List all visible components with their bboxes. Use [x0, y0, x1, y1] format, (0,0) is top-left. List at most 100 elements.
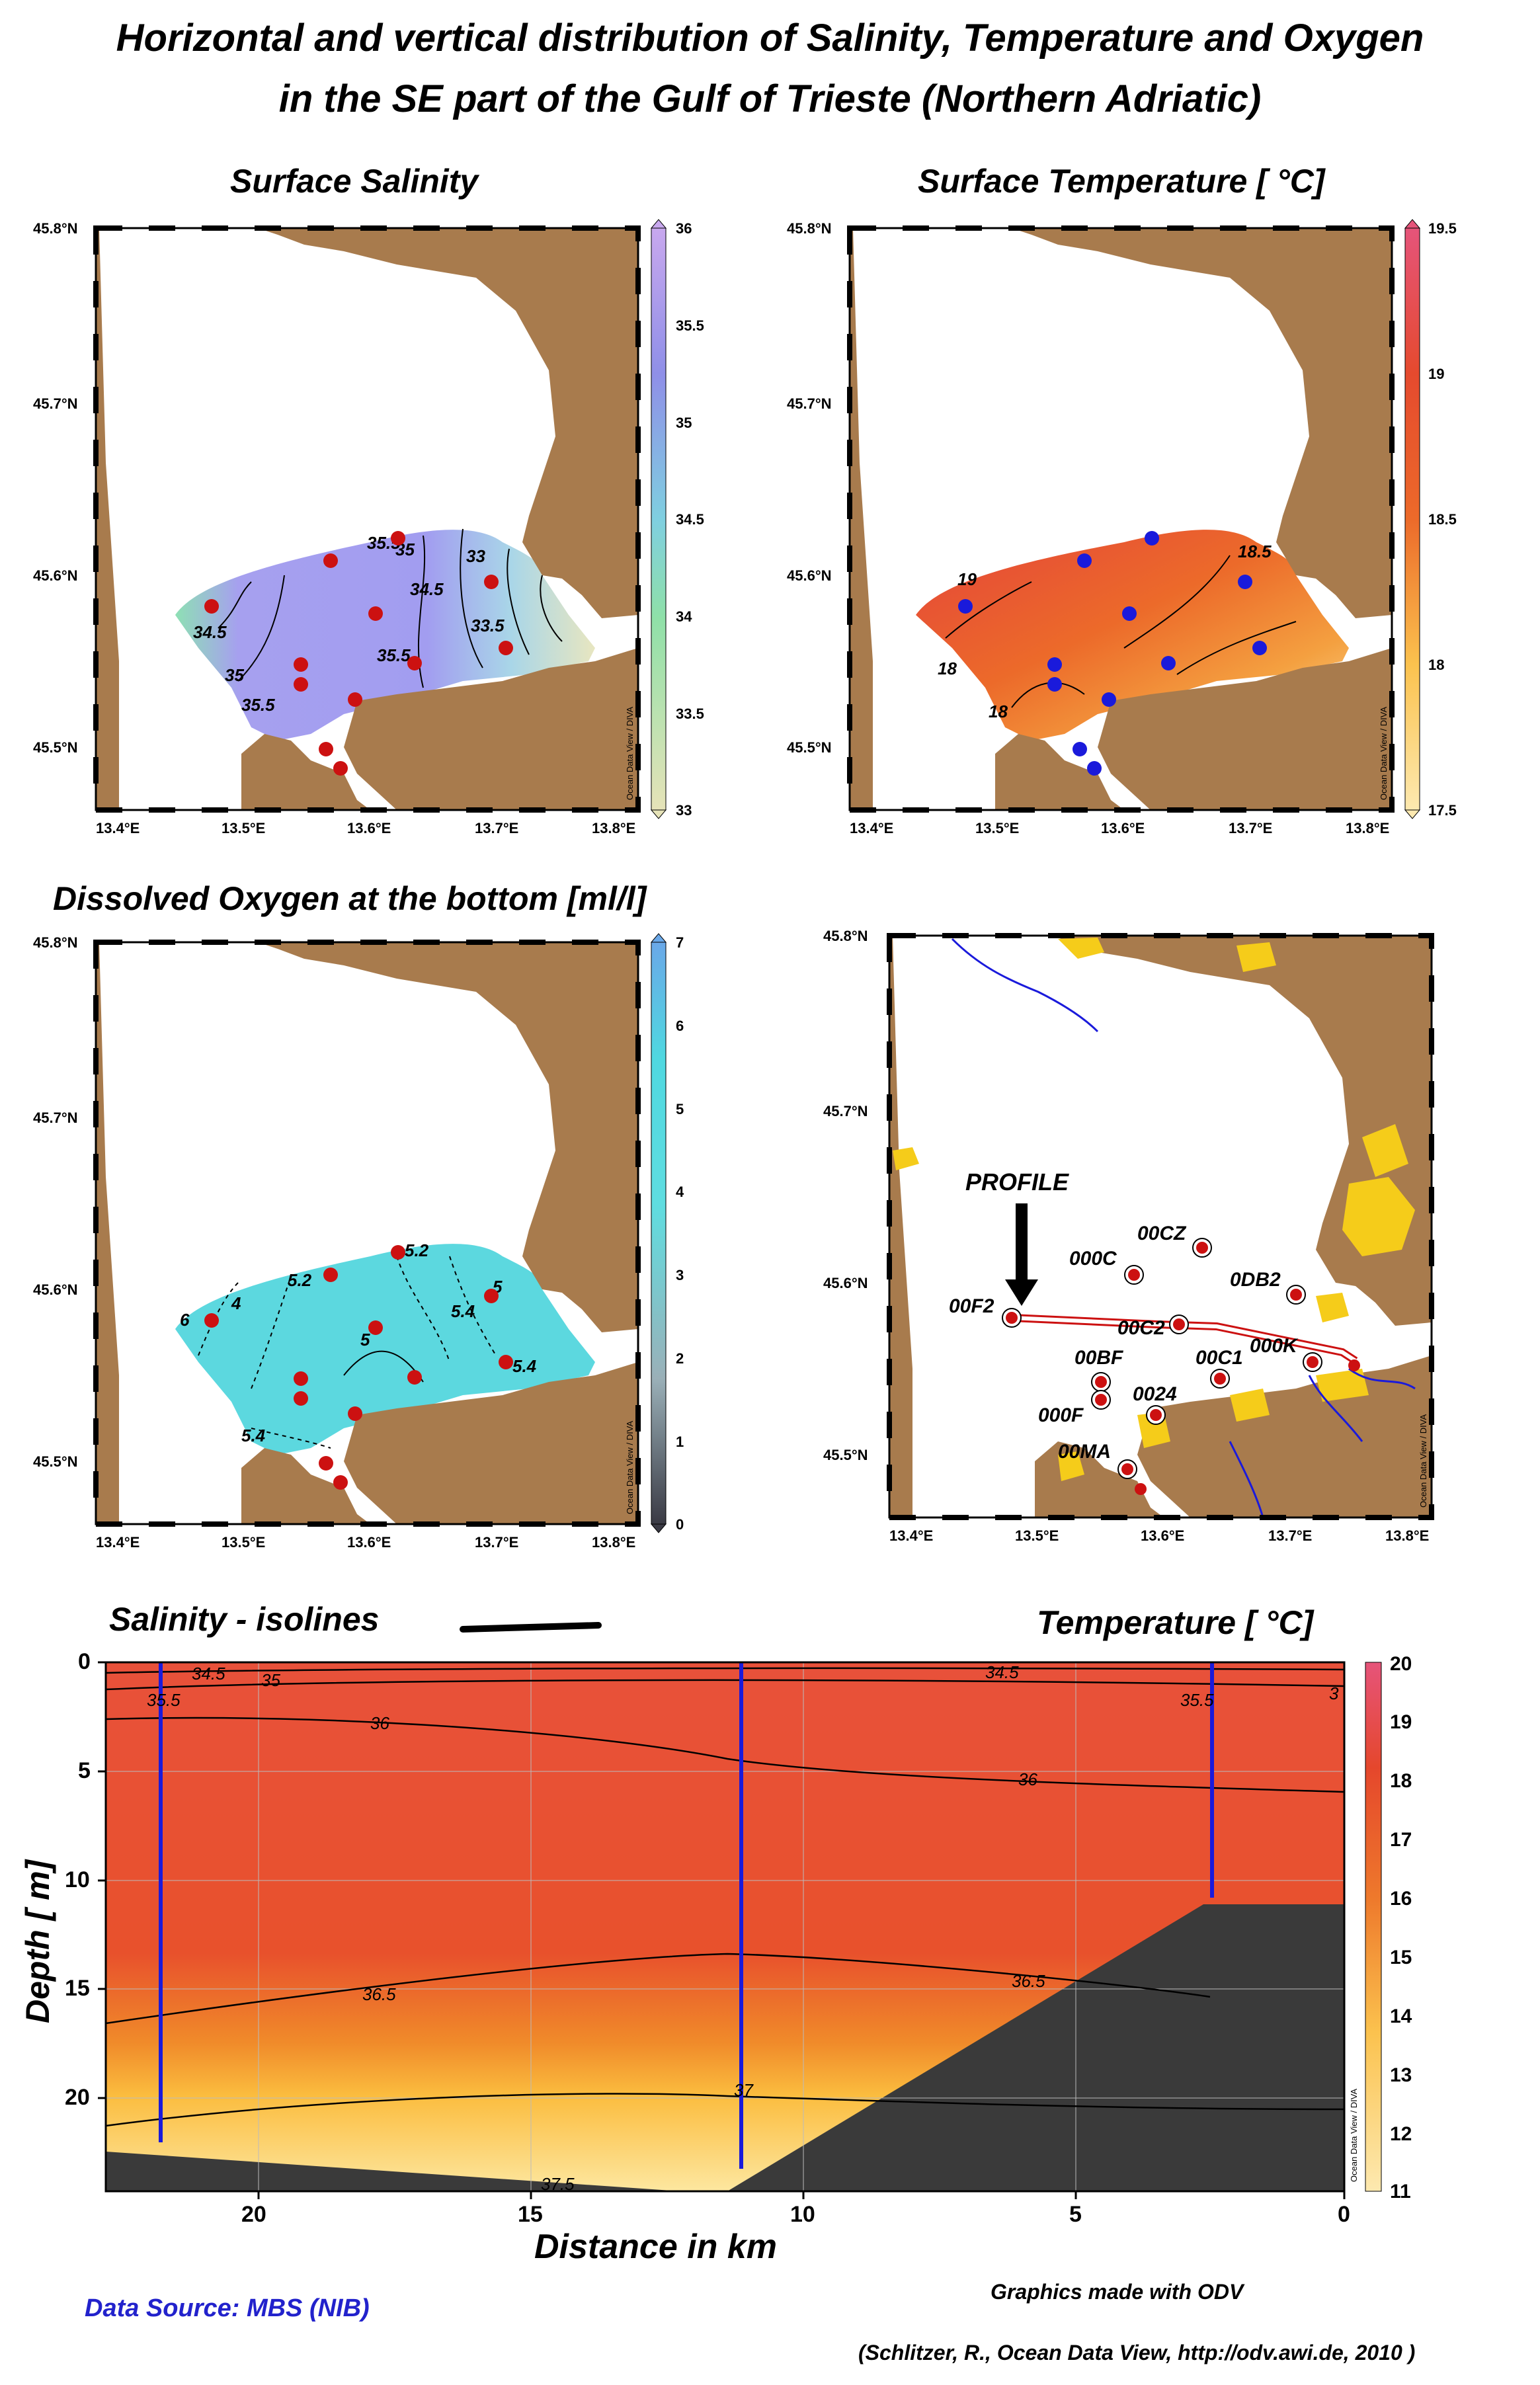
station-label: 00C2 [1117, 1317, 1165, 1339]
isoline-label: 36 [1018, 1769, 1037, 1789]
watermark: Ocean Data View / DIVA [1418, 1414, 1428, 1508]
odv-citation: (Schlitzer, R., Ocean Data View, http://… [858, 2341, 1416, 2365]
station-point [1047, 657, 1062, 672]
yellow-patch [1342, 1177, 1415, 1256]
isoline [106, 1667, 1344, 1674]
map-frame-ticks [93, 225, 641, 813]
section-x-tick: 5 [1069, 2202, 1082, 2227]
salinity-contour-label: 33 [466, 546, 485, 566]
colorbar-tick: 0 [676, 1516, 684, 1533]
oxygen-contour [251, 1275, 292, 1389]
lat-tick: 45.8°N [33, 220, 78, 237]
salinity-contour [460, 528, 483, 668]
yellow-patch [1236, 942, 1276, 972]
lon-tick: 13.6°E [1141, 1527, 1185, 1544]
oxygen-stations [204, 1245, 513, 1490]
station-label: 0DB2 [1230, 1269, 1281, 1291]
lon-tick: 13.8°E [1346, 820, 1390, 836]
station-point-extra [1135, 1483, 1147, 1495]
lon-tick: 13.8°E [592, 820, 636, 836]
colorbar-arrow-bottom [650, 1523, 667, 1533]
temperature-contour [1123, 555, 1231, 649]
lon-tick: 13.7°E [1268, 1527, 1313, 1544]
lat-tick: 45.6°N [33, 1281, 78, 1298]
page-title-line1: Horizontal and vertical distribution of … [116, 17, 1424, 60]
lat-tick: 45.5°N [787, 739, 832, 756]
colorbar-tick: 19 [1428, 366, 1445, 382]
colorbar-arrow-bottom [1404, 809, 1421, 819]
salinity-contour [540, 575, 563, 642]
river [1348, 1367, 1416, 1390]
colorbar-tick: 33.5 [676, 706, 704, 722]
oxygen-contour-label: 6 [180, 1310, 190, 1330]
isoline-label: 35 [261, 1670, 280, 1690]
land-northeast [1051, 936, 1432, 1326]
station-point [499, 1355, 513, 1369]
colorbar-scale [1404, 227, 1420, 811]
section-colorbar-tick: 18 [1390, 1770, 1412, 1792]
land-south-piran [241, 1448, 370, 1524]
colorbar-tick: 18.5 [1428, 511, 1457, 528]
lon-tick: 13.5°E [1015, 1527, 1059, 1544]
land-northeast [258, 228, 638, 618]
lon-tick: 13.5°E [222, 1534, 266, 1551]
section-colorbar-tick: 13 [1390, 2064, 1412, 2086]
temperature-contour-label: 18 [989, 702, 1008, 721]
lat-tick: 45.7°N [33, 1110, 78, 1126]
isoline-label: 35.5 [147, 1690, 181, 1710]
colorbar-tick: 33 [676, 802, 692, 819]
station-point [333, 1475, 348, 1490]
map-frame-ticks [847, 225, 1395, 813]
colorbar-tick: 1 [676, 1434, 684, 1450]
section-x-tick: 0 [1338, 2202, 1350, 2227]
section-plot: 34.5 35 35.5 36 36 36.5 36.5 37 37.5 34.… [98, 1661, 1382, 2199]
section-y-tick: 15 [65, 1976, 90, 2001]
colorbar-tick: 4 [676, 1184, 684, 1200]
station-point [499, 641, 513, 655]
section-colorbar-tick: 14 [1390, 2005, 1412, 2027]
profile-track-inner [1011, 1316, 1357, 1363]
temperature-contour [1011, 682, 1085, 708]
land-left [96, 228, 119, 810]
station-00C1 [1210, 1369, 1230, 1389]
stations-map: PROFILE 00CZ 000C 0DB2 00F2 00C2 000K 00… [887, 933, 1434, 1520]
oxygen-panel-title: Dissolved Oxygen at the bottom [ml/l] [53, 880, 647, 917]
station-labels: 00CZ 000C 0DB2 00F2 00C2 000K 00BF 00C1 … [949, 1223, 1299, 1463]
temperature-contour [945, 581, 1032, 639]
station-point [1122, 606, 1137, 621]
station-markers [1002, 1238, 1322, 1495]
profile-label: PROFILE [965, 1168, 1069, 1195]
salinity-contour [507, 548, 530, 655]
land-left [850, 228, 873, 810]
yellow-patch [893, 1147, 919, 1170]
land-south-piran [241, 734, 370, 810]
profile-arrow-head [1005, 1279, 1038, 1306]
isoline-label: 36 [370, 1713, 389, 1733]
station-point [1252, 641, 1267, 655]
land-northeast [258, 942, 638, 1332]
oxygen-contour-label: 5.4 [241, 1426, 266, 1445]
section-colorbar-tick: 15 [1390, 1947, 1412, 1968]
lat-tick: 45.8°N [787, 220, 832, 237]
station-point [1047, 677, 1062, 692]
section-colorbar-tick: 17 [1390, 1829, 1412, 1851]
station-point [323, 1268, 338, 1282]
colorbar-tick: 6 [676, 1018, 684, 1034]
station-point [484, 1289, 499, 1303]
colorbar-tick: 36 [676, 220, 692, 237]
station-00CZ [1192, 1238, 1212, 1258]
lon-tick: 13.6°E [347, 1534, 391, 1551]
salinity-stations [204, 531, 513, 776]
map-frame-ticks [887, 933, 1434, 1520]
oxygen-contour-label: 5 [360, 1330, 370, 1350]
salinity-contour-label: 35.5 [241, 695, 275, 715]
lon-tick: 13.8°E [592, 1534, 636, 1551]
lon-tick: 13.4°E [96, 820, 140, 836]
station-point [1161, 656, 1176, 670]
section-colorbar-tick: 19 [1390, 1711, 1412, 1733]
river [1229, 1441, 1264, 1517]
lon-tick: 13.5°E [975, 820, 1020, 836]
yellow-patch [1316, 1369, 1369, 1402]
station-label: 000F [1038, 1404, 1084, 1426]
colorbar-arrow-top [1404, 219, 1421, 229]
